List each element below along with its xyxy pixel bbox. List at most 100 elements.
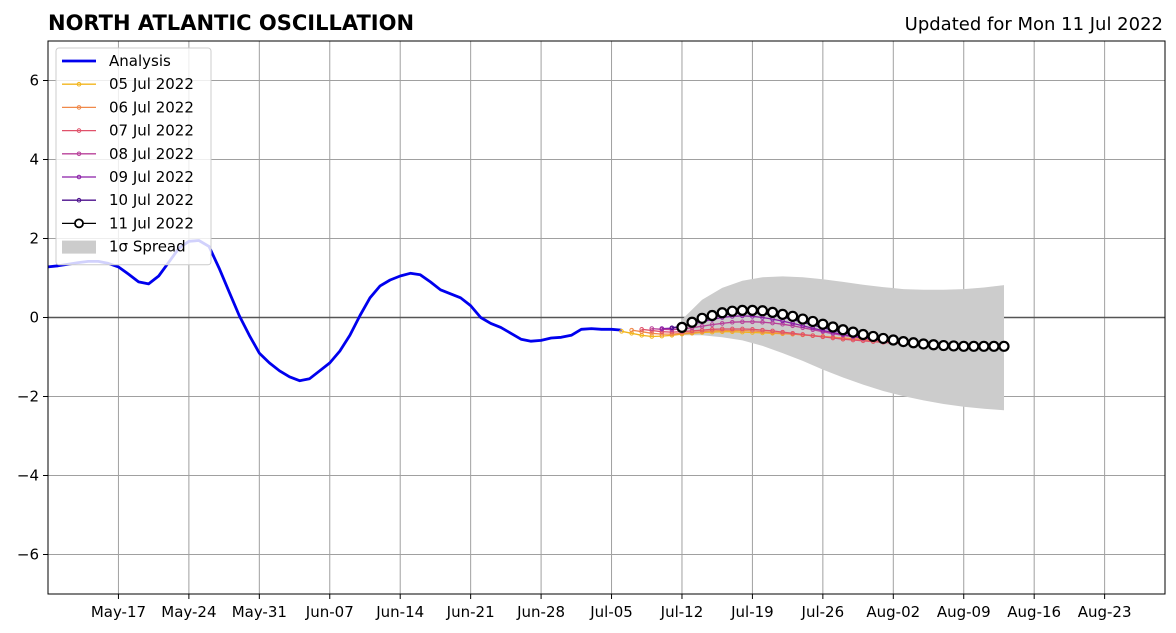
updated-label: Updated for Mon 11 Jul 2022: [905, 14, 1163, 35]
series-point: [887, 334, 899, 346]
series-point: [770, 328, 775, 334]
series-point: [719, 321, 725, 326]
series-point: [917, 338, 930, 350]
y-tick-label: −4: [17, 467, 39, 485]
series-line: [47, 239, 622, 383]
legend-label: 09 Jul 2022: [109, 168, 194, 186]
series-point: [649, 331, 655, 336]
series-layer: [47, 239, 1010, 383]
axes: May-17 May-24 May-31 Jun-07 Jun-14 Jun-21 Jun-…: [17, 72, 1132, 622]
series-point: [907, 337, 920, 349]
series-point: [837, 324, 849, 336]
series-point: [766, 306, 779, 318]
legend-item: 1σ Spread: [62, 238, 186, 256]
series-point: [676, 321, 688, 333]
series-point: [807, 315, 819, 328]
series-point: [790, 331, 795, 336]
series-point: [927, 339, 940, 351]
series-point: [877, 332, 889, 345]
legend-item: 11 Jul 2022: [62, 214, 194, 232]
series-point: [729, 319, 735, 325]
legend-item: Analysis: [62, 52, 171, 70]
legend-marker: [76, 81, 82, 87]
x-tick-label: May-24: [161, 603, 216, 621]
x-tick-label: Jun-21: [446, 603, 495, 621]
x-tick-label: Jun-07: [305, 603, 354, 621]
series-point: [746, 304, 759, 316]
series-point: [787, 310, 799, 322]
x-tick-label: Aug-23: [1078, 603, 1132, 621]
series-analysis: [47, 239, 622, 383]
series-point: [649, 328, 655, 333]
legend-marker: [76, 105, 82, 110]
series-point: [830, 335, 836, 341]
x-tick-label: Jul-12: [660, 603, 704, 621]
series-point: [719, 326, 725, 332]
series-point: [686, 316, 698, 328]
legend-item: 06 Jul 2022: [62, 98, 194, 116]
series-point: [729, 326, 735, 332]
series-point: [740, 326, 745, 332]
x-tick-label: Jun-14: [375, 603, 424, 621]
series-point: [998, 340, 1010, 352]
legend-item: 05 Jul 2022: [62, 75, 194, 93]
y-tick-label: 4: [29, 151, 39, 169]
legend-marker: [76, 128, 82, 133]
x-tick-label: Aug-09: [937, 603, 991, 621]
y-tick-label: −6: [17, 546, 39, 564]
series-point: [756, 305, 769, 317]
chart-title: NORTH ATLANTIC OSCILLATION: [48, 11, 414, 35]
series-point: [978, 340, 990, 352]
series-point: [938, 339, 950, 352]
x-tick-label: Jul-26: [801, 603, 845, 621]
legend-label: 10 Jul 2022: [109, 191, 194, 209]
legend-item: 07 Jul 2022: [62, 122, 194, 140]
series-point: [988, 340, 1000, 352]
series-point: [857, 328, 869, 341]
legend-marker: [76, 197, 82, 203]
legend-label: 11 Jul 2022: [109, 214, 194, 232]
legend-box: [55, 47, 212, 266]
legend-label: 06 Jul 2022: [109, 98, 194, 116]
series-point: [780, 329, 785, 335]
y-tick-label: −2: [17, 388, 39, 406]
series-11-jul-2022: [676, 304, 1010, 352]
series-point: [968, 340, 980, 352]
legend-swatch: [62, 240, 96, 254]
series-point: [740, 319, 745, 325]
y-tick-label: 2: [29, 230, 39, 248]
series-point: [709, 327, 715, 332]
legend-marker: [76, 174, 82, 180]
series-point: [696, 312, 708, 324]
legend-item: 09 Jul 2022: [62, 168, 194, 186]
y-tick-label: 0: [29, 309, 39, 327]
legend-label: Analysis: [109, 52, 171, 70]
series-point: [820, 334, 826, 340]
x-tick-label: May-17: [91, 603, 146, 621]
series-point: [760, 319, 765, 325]
series-point: [699, 323, 705, 329]
legend-label: 1σ Spread: [109, 238, 186, 256]
legend-item: 10 Jul 2022: [62, 191, 194, 209]
series-point: [760, 327, 765, 333]
series-point: [669, 325, 675, 331]
series-point: [716, 307, 728, 319]
series-point: [619, 329, 624, 334]
x-tick-label: Jun-28: [516, 603, 565, 621]
legend-label: 05 Jul 2022: [109, 75, 194, 93]
series-point: [817, 318, 829, 330]
series-point: [847, 326, 859, 338]
legend-label: 08 Jul 2022: [109, 145, 194, 163]
series-point: [750, 327, 755, 332]
series-point: [659, 326, 665, 331]
series-point: [639, 327, 645, 332]
x-tick-label: Jul-05: [589, 603, 633, 621]
legend-marker: [76, 151, 82, 157]
series-point: [736, 304, 748, 316]
legend-item: 08 Jul 2022: [62, 145, 194, 163]
legend-label: 07 Jul 2022: [109, 122, 194, 140]
series-point: [810, 333, 816, 338]
series-point: [797, 313, 809, 325]
series-point: [726, 305, 738, 317]
